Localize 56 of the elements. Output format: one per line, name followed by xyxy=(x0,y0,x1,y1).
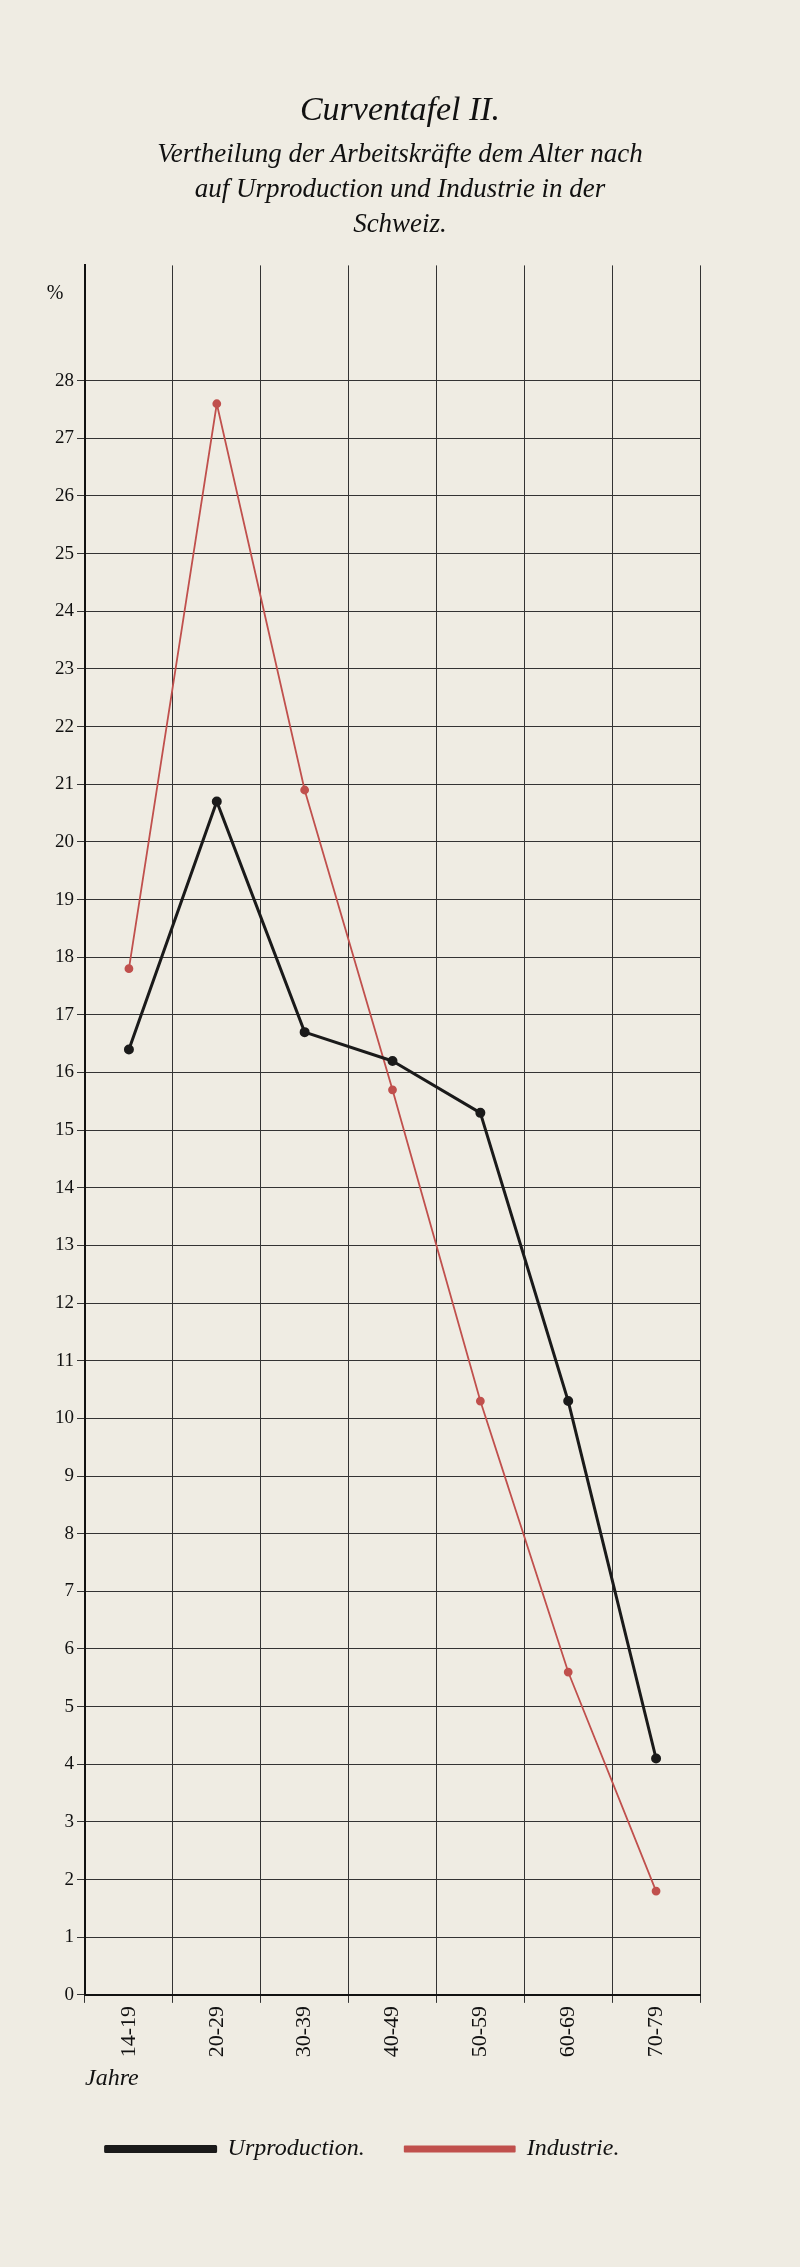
legend-label: Urproduction. xyxy=(227,2134,365,2161)
y-tick-label: 0 xyxy=(64,1983,74,2005)
x-tick-label: 60-69 xyxy=(554,2006,579,2058)
y-tick-label: 22 xyxy=(55,714,74,736)
point xyxy=(651,1886,661,1896)
y-tick-label: 25 xyxy=(55,541,74,563)
y-tick-label: 19 xyxy=(55,887,74,909)
point xyxy=(563,1396,574,1407)
y-tick-label: 20 xyxy=(55,830,74,852)
point xyxy=(475,1108,486,1119)
point xyxy=(651,1753,662,1764)
y-tick-label: 12 xyxy=(55,1291,74,1313)
y-tick-label: 3 xyxy=(64,1810,74,1832)
y-tick-label: 8 xyxy=(64,1521,74,1543)
x-tick-label: 70-79 xyxy=(641,2006,667,2058)
y-tick-label: 17 xyxy=(55,1003,74,1025)
y-tick-label: 18 xyxy=(55,945,74,967)
legend-label: Industrie. xyxy=(525,2134,620,2161)
y-tick-label: 16 xyxy=(55,1060,74,1082)
x-tick-label: 20-29 xyxy=(202,2006,228,2058)
y-tick-label: 27 xyxy=(55,426,74,448)
chart-title: Curventafel II. xyxy=(298,90,502,128)
y-tick-label: 4 xyxy=(64,1752,75,1774)
y-tick-label: 15 xyxy=(55,1118,74,1140)
chart-subtitle: Vertheilung der Arbeitskräfte dem Alter nach auf Urproduction und Industrie in der Schweiz. xyxy=(156,137,644,241)
y-tick-label: 1 xyxy=(64,1925,74,1947)
point xyxy=(299,1027,310,1038)
x-tick-label: 30-39 xyxy=(290,2006,316,2058)
y-tick-label: 6 xyxy=(64,1637,74,1659)
point xyxy=(387,1056,398,1067)
y-tick-label: 7 xyxy=(64,1579,74,1601)
x-tick-label: 14-19 xyxy=(114,2006,140,2058)
y-tick-label: 28 xyxy=(55,368,74,390)
point xyxy=(123,1044,134,1055)
y-tick-label: 13 xyxy=(55,1233,74,1255)
point xyxy=(300,785,310,795)
point xyxy=(212,399,222,409)
point xyxy=(563,1667,573,1677)
y-tick-label: 5 xyxy=(64,1694,74,1716)
y-tick-label: 21 xyxy=(55,772,74,794)
y-tick-label: 24 xyxy=(55,599,75,621)
y-tick-label: 26 xyxy=(55,484,74,506)
x-tick-label: 50-59 xyxy=(466,2006,492,2058)
x-tick-label: 40-49 xyxy=(378,2006,404,2058)
y-tick-label: 11 xyxy=(55,1349,74,1370)
point xyxy=(388,1085,397,1095)
y-axis-title: % xyxy=(46,280,64,303)
point xyxy=(475,1396,485,1406)
point xyxy=(211,796,222,807)
y-tick-label: 23 xyxy=(55,657,74,679)
x-axis-title: Jahre xyxy=(85,2064,140,2091)
y-tick-label: 9 xyxy=(64,1464,74,1486)
y-tick-label: 2 xyxy=(64,1867,74,1889)
y-tick-label: 10 xyxy=(55,1406,74,1428)
y-tick-label: 14 xyxy=(55,1176,75,1198)
point xyxy=(124,964,134,974)
